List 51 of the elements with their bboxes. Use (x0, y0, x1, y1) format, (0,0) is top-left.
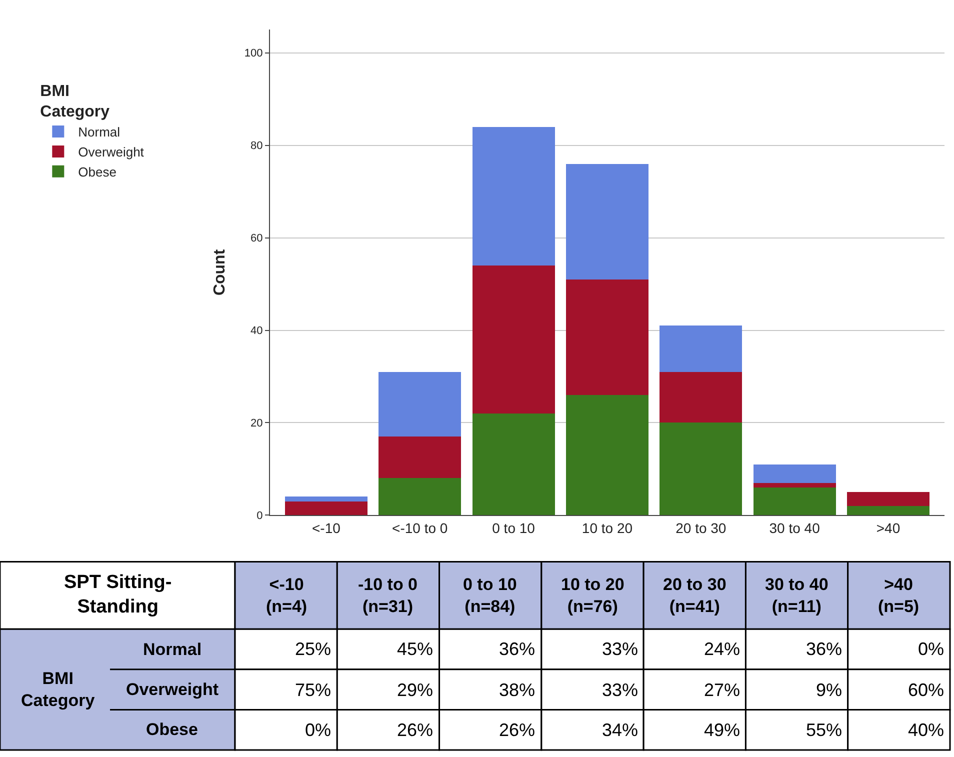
text: SPT Sitting- Standing (64, 572, 172, 618)
y-tick-label: 0 (256, 510, 263, 522)
x-tick-label: <-10 to 0 (392, 520, 448, 536)
text: -10 to 0 (n=31) (358, 575, 418, 616)
y-tick-label: 40 (250, 325, 263, 338)
text: 26% (397, 720, 434, 740)
text: 30 to 40 (n=11) (765, 575, 828, 616)
y-tick-label: 20 (250, 418, 263, 430)
text: BMI Category (21, 669, 96, 710)
text: >40 (n=5) (878, 575, 920, 616)
text: 45% (397, 639, 434, 659)
y-tick-label: 100 (244, 48, 263, 60)
text: 38% (499, 680, 536, 700)
text: <-10 (n=4) (266, 575, 308, 616)
text: 33% (602, 639, 638, 659)
text: 0% (305, 720, 332, 740)
x-tick-label: 30 to 40 (769, 520, 820, 536)
text: 24% (704, 639, 740, 659)
legend-label: Obese (78, 164, 116, 180)
text: 0 to 10 (n=84) (463, 575, 517, 616)
x-tick-label: 20 to 30 (676, 520, 726, 536)
text: 55% (806, 720, 842, 740)
legend-label: Overweight (78, 144, 144, 160)
legend-label: Normal (78, 124, 120, 140)
y-tick-label: 60 (250, 232, 263, 245)
text: 20 to 30 (n=41) (663, 575, 726, 616)
x-tick-label: <-10 (312, 520, 341, 536)
text: Obese (146, 720, 198, 739)
text: 27% (704, 680, 740, 700)
text: 29% (397, 680, 434, 700)
x-tick-label: 0 to 10 (492, 520, 536, 536)
text: 26% (499, 720, 536, 740)
text: 49% (704, 720, 740, 740)
text: Normal (143, 640, 202, 659)
x-tick-label: 10 to 20 (582, 520, 633, 536)
y-axis-title: Count (211, 248, 228, 296)
text: 36% (499, 639, 536, 659)
text: 34% (602, 720, 638, 740)
text: Overweight (126, 680, 219, 699)
text: 33% (602, 680, 638, 700)
x-tick-label: >40 (876, 520, 900, 536)
text: 36% (806, 639, 842, 659)
text: 10 to 20 (n=76) (561, 575, 624, 616)
legend-title: BMI Category (40, 82, 110, 121)
text: 75% (295, 680, 332, 700)
text: 25% (295, 639, 332, 659)
text: 9% (816, 680, 842, 700)
text: 60% (908, 680, 944, 700)
y-tick-label: 80 (250, 140, 263, 152)
text: 0% (918, 639, 944, 659)
text: 40% (908, 720, 944, 740)
